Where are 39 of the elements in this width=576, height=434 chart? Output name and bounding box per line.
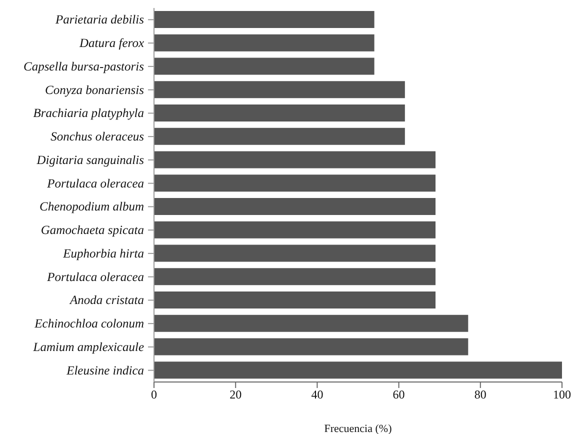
y-tick-label: Parietaria debilis	[54, 12, 144, 27]
bar	[154, 314, 468, 332]
bar	[154, 11, 374, 28]
y-tick-label: Conyza bonariensis	[45, 82, 144, 97]
bar	[154, 34, 374, 52]
bar	[154, 104, 405, 122]
y-tick-label: Brachiaria platyphyla	[33, 106, 144, 120]
y-tick-label: Euphorbia hirta	[62, 246, 144, 260]
bar	[154, 151, 436, 168]
y-tick-label: Echinochloa colonum	[34, 316, 144, 331]
x-tick-label: 100	[553, 388, 571, 402]
bar	[154, 338, 468, 356]
y-tick-label: Sonchus oleraceus	[50, 130, 144, 144]
y-tick-label: Lamium amplexicaule	[32, 340, 144, 354]
y-tick-label: Anoda cristata	[69, 293, 144, 308]
x-tick-label: 60	[392, 388, 405, 402]
y-tick-label: Portulaca oleracea	[46, 176, 144, 190]
bar	[154, 221, 436, 238]
bar	[154, 268, 436, 286]
y-tick-label: Datura ferox	[78, 36, 144, 50]
x-tick-label: 20	[230, 388, 242, 402]
y-tick-label: Chenopodium album	[39, 200, 144, 214]
bar	[154, 128, 405, 145]
y-tick-label: Eleusine indica	[66, 363, 144, 378]
x-tick-label: 40	[311, 388, 324, 402]
x-axis-title: Frecuencia (%)	[324, 423, 392, 434]
bar	[154, 198, 436, 215]
bar	[154, 174, 436, 192]
bar	[154, 292, 436, 308]
x-tick-label: 0	[151, 388, 157, 402]
x-tick-label: 80	[474, 388, 486, 402]
y-tick-label: Gamochaeta spicata	[40, 223, 144, 238]
bar	[154, 81, 405, 98]
bar	[154, 362, 562, 379]
bar	[154, 244, 436, 262]
y-tick-label: Digitaria sanguinalis	[36, 152, 144, 167]
bar	[154, 58, 374, 75]
y-tick-label: Portulaca oleracea	[46, 270, 144, 284]
y-tick-label: Capsella bursa-pastoris	[23, 59, 144, 74]
